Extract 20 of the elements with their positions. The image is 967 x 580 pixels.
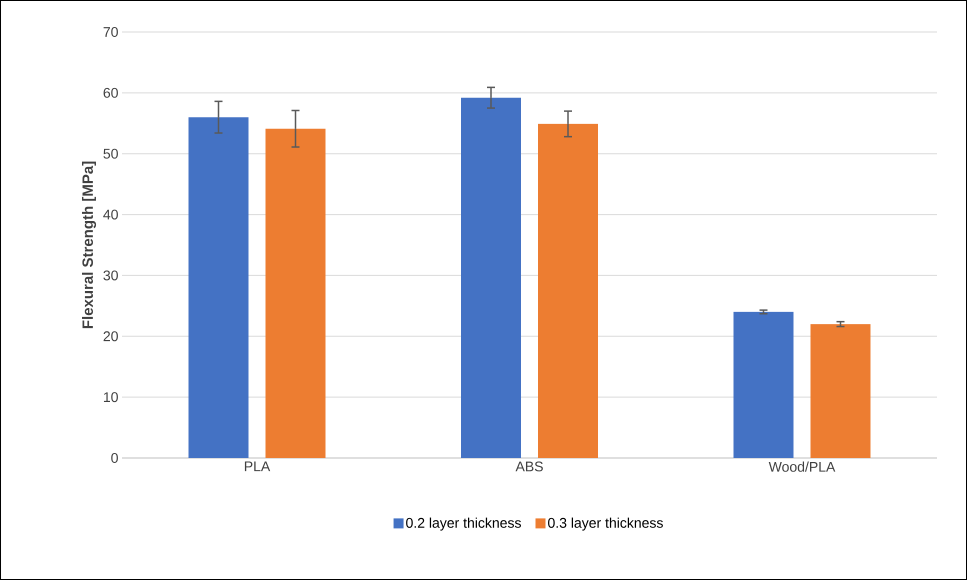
- y-tick-label: 30: [103, 270, 118, 280]
- y-axis-title: Flexural Strength [MPa]: [82, 162, 96, 328]
- x-tick-label: ABS: [516, 462, 543, 472]
- bar: [266, 128, 326, 458]
- x-tick-label: PLA: [244, 462, 270, 472]
- y-tick-label: 10: [104, 392, 118, 402]
- bar: [538, 124, 598, 458]
- y-tick-label: 0: [111, 453, 118, 463]
- legend-label: 0.2 layer thickness: [406, 518, 521, 531]
- y-tick-label: 40: [103, 210, 118, 220]
- y-tick-label: 20: [104, 331, 118, 342]
- bar: [461, 98, 522, 458]
- legend-label: 0.3 layer thickness: [548, 518, 663, 531]
- x-tick-label: Wood/PLA: [768, 462, 836, 472]
- bar: [810, 324, 870, 458]
- y-tick-label: 60: [104, 88, 118, 98]
- y-tick-label: 70: [104, 27, 118, 37]
- y-tick-label: 50: [103, 148, 118, 159]
- bar: [188, 117, 249, 458]
- bar: [734, 312, 794, 458]
